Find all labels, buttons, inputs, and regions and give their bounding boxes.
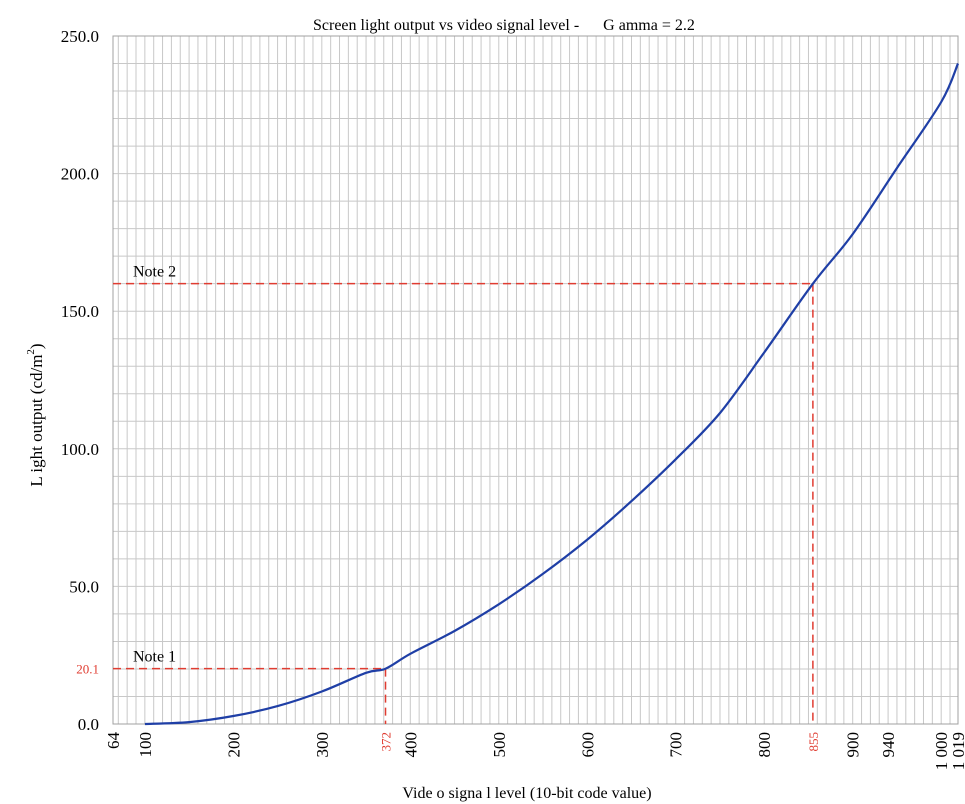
y-axis-label-superscript: 2	[25, 349, 37, 355]
y-tick-label: 150.0	[61, 302, 99, 321]
chart-title: Screen light output vs video signal leve…	[313, 17, 695, 34]
y-axis-label-main: L ight output (cd/m	[27, 355, 46, 487]
x-tick-label: 700	[667, 732, 686, 758]
y-axis-label: L ight output (cd/m2)	[25, 343, 46, 486]
plot-frame	[112, 35, 959, 725]
x-tick-label: 400	[401, 732, 420, 758]
series-line	[144, 63, 960, 726]
y-tick-label: 200.0	[61, 165, 99, 184]
x-tick-label: 800	[755, 732, 774, 758]
grid	[112, 35, 959, 725]
x-tick-label: 1 000	[932, 732, 951, 770]
x-tick-label: 940	[879, 732, 898, 758]
x-tick-label: 200	[224, 732, 243, 758]
y-tick-label: 0.0	[78, 715, 99, 734]
y-axis-label-tail: )	[27, 343, 46, 349]
x-axis-label: Vide o signa l level (10-bit code value)	[402, 785, 651, 802]
annotation-note: Note 1	[133, 649, 176, 666]
x-tick-label: 600	[578, 732, 597, 758]
annotation-y-value: 20.1	[76, 662, 99, 677]
reference-lines: Note 1 372 20.1 Note 2 855	[76, 264, 821, 752]
annotation-x-value: 855	[806, 732, 821, 752]
x-tick-label: 64	[104, 732, 123, 750]
annotation-x-value: 372	[379, 732, 394, 752]
x-tick-label: 900	[844, 732, 863, 758]
series-layer	[144, 63, 960, 726]
y-tick-label: 100.0	[61, 440, 99, 459]
x-tick-label: 1 019	[949, 732, 965, 770]
x-tick-label: 300	[313, 732, 332, 758]
y-tick-label: 50.0	[69, 577, 99, 596]
x-tick-label: 100	[136, 732, 155, 758]
axis-labels: 0.0 50.0 100.0 150.0 200.0 250.0 64 100 200 300 40…	[61, 27, 965, 770]
y-tick-label: 250.0	[61, 27, 99, 46]
annotation-note: Note 2	[133, 264, 176, 281]
x-tick-label: 500	[490, 732, 509, 758]
